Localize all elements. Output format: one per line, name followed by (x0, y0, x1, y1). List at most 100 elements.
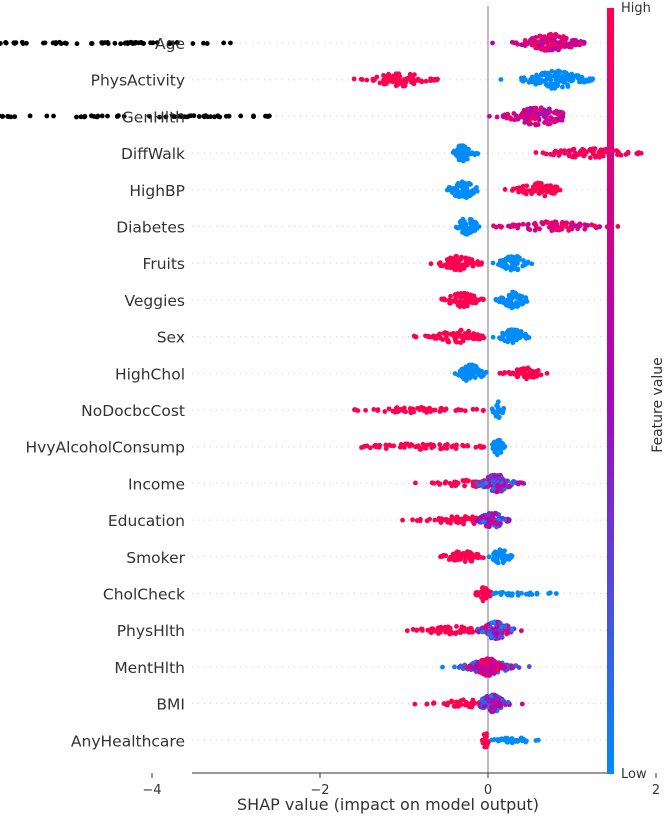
shap-point (572, 223, 578, 229)
shap-point (542, 72, 548, 78)
shap-point (470, 190, 476, 196)
shap-point (468, 151, 473, 157)
shap-point (479, 368, 485, 374)
shap-point (371, 407, 377, 412)
shap-point (387, 78, 393, 84)
shap-point (528, 77, 533, 82)
shap-point (363, 407, 368, 413)
shap-point (518, 628, 524, 634)
shap-point (486, 554, 492, 560)
x-tick-label: 2 (652, 783, 660, 798)
shap-point (577, 221, 583, 227)
shap-point (554, 108, 560, 114)
shap-point (424, 518, 430, 524)
shap-point (516, 665, 522, 670)
shap-point (551, 117, 557, 123)
shap-point (386, 71, 391, 77)
feature-label: HvyAlcoholConsump (26, 439, 186, 457)
shap-point (550, 224, 555, 230)
shap-point (529, 371, 535, 377)
shap-point (74, 41, 80, 47)
feature-label: MentHlth (114, 659, 185, 677)
feature-label: HighBP (129, 182, 185, 200)
shap-point (383, 442, 389, 448)
x-tick-label: −2 (310, 783, 329, 798)
shap-point (428, 409, 433, 414)
shap-point (474, 188, 480, 194)
shap-point (635, 151, 641, 157)
shap-point (99, 113, 105, 119)
shap-point (492, 449, 498, 455)
shap-point (397, 74, 403, 80)
shap-point (184, 114, 190, 120)
shap-point (474, 334, 480, 340)
shap-point (618, 152, 624, 158)
shap-point (458, 407, 464, 413)
shap-point (507, 371, 513, 377)
shap-point (462, 155, 468, 161)
x-tick-label: 0 (484, 783, 492, 798)
shap-point (492, 619, 497, 625)
shap-point (400, 517, 405, 523)
shap-point (544, 189, 550, 195)
shap-point (448, 265, 453, 271)
shap-point (486, 698, 492, 704)
shap-point (497, 620, 503, 626)
shap-point (467, 259, 473, 264)
shap-point (474, 185, 479, 190)
shap-point (481, 703, 487, 709)
shap-point (404, 628, 410, 634)
shap-point (577, 42, 583, 48)
feature-label: DiffWalk (121, 145, 185, 163)
shap-point (518, 334, 523, 340)
shap-point (483, 586, 489, 591)
shap-point (514, 336, 520, 342)
shap-point (490, 591, 496, 597)
shap-point (12, 114, 18, 120)
shap-point (196, 114, 202, 119)
shap-point (502, 665, 507, 670)
shap-point (556, 47, 561, 53)
shap-point (524, 334, 530, 340)
shap-point (452, 371, 458, 376)
shap-point (479, 667, 484, 673)
shap-point (479, 479, 485, 484)
shap-point (548, 77, 554, 83)
shap-point (466, 180, 472, 186)
shap-point (542, 193, 548, 199)
shap-point (479, 482, 485, 488)
shap-point (105, 113, 110, 119)
shap-point (458, 327, 464, 333)
shap-point (484, 741, 490, 747)
shap-point (494, 660, 499, 666)
shap-point (433, 336, 439, 341)
shap-point (494, 631, 500, 637)
shap-point (557, 69, 563, 75)
shap-point (432, 517, 438, 523)
shap-point (438, 520, 444, 525)
shap-point (533, 121, 538, 127)
shap-point (438, 446, 443, 452)
feature-labels: Age PhysActivity GenHlth DiffWalk HighBP Diab… (26, 35, 186, 750)
shap-point (531, 36, 537, 42)
feature-label: Sex (157, 329, 185, 347)
shap-point (536, 116, 542, 122)
shap-point (454, 549, 460, 555)
shap-point (458, 223, 463, 229)
shap-point (540, 150, 546, 156)
colorbar-low-label: Low (621, 767, 647, 782)
feature-label: Age (155, 35, 185, 53)
shap-point (453, 267, 459, 273)
shap-point (483, 695, 488, 701)
shap-point (519, 111, 525, 117)
shap-point (578, 79, 584, 85)
shap-point (533, 107, 539, 113)
shap-point (476, 224, 482, 230)
shap-point (415, 77, 421, 83)
shap-point (470, 697, 476, 703)
shap-point (393, 79, 399, 85)
shap-point (464, 151, 470, 157)
shap-point (511, 478, 517, 484)
shap-point (462, 331, 468, 336)
shap-point (381, 77, 386, 83)
